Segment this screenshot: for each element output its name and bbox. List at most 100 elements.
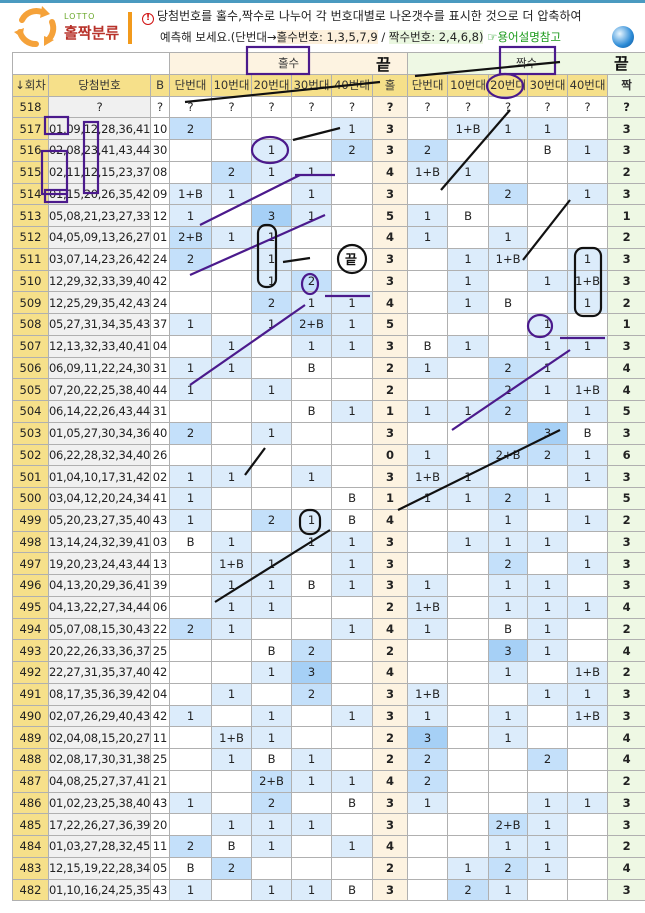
round-cell: 490 <box>12 704 49 728</box>
odd-count-cell: 1 <box>169 313 213 336</box>
even-count-cell <box>488 465 529 488</box>
odd-count-cell: 1 <box>251 552 293 575</box>
winning-numbers-cell: 01,05,27,30,34,36 <box>48 421 151 445</box>
globe-icon[interactable] <box>612 26 634 48</box>
even-count-cell <box>407 182 449 206</box>
column-header: 10번대 <box>211 73 253 97</box>
even-count-cell <box>527 204 569 227</box>
even-count-cell <box>447 508 490 532</box>
odd-count-cell <box>211 639 253 662</box>
even-count-cell: B <box>488 291 529 314</box>
even-count-cell <box>527 661 569 684</box>
winning-numbers-cell: 19,20,23,24,43,44 <box>48 552 151 575</box>
odd-count-cell <box>211 487 253 510</box>
even-count-cell: 2 <box>488 400 529 423</box>
odd-total-cell: 3 <box>372 574 409 597</box>
odd-count-cell: 1 <box>291 204 333 227</box>
odd-count-cell: 1 <box>211 356 253 380</box>
odd-total-cell: 1 <box>372 400 409 423</box>
odd-count-cell: 3 <box>291 661 333 684</box>
column-header: B <box>149 73 171 97</box>
group-odd-header: 홀수 <box>169 52 409 75</box>
even-count-cell <box>447 769 490 793</box>
round-cell: 508 <box>12 313 49 336</box>
bonus-cell: 01 <box>149 226 171 249</box>
odd-total-cell: 3 <box>372 791 409 815</box>
odd-count-cell <box>211 204 253 227</box>
odd-total-cell: 2 <box>372 356 409 380</box>
winning-numbers-cell: 05,27,31,34,35,43 <box>48 313 151 336</box>
even-count-cell <box>447 356 490 380</box>
even-count-cell: 1 <box>527 682 569 706</box>
even-count-cell <box>527 704 569 728</box>
bonus-cell: 25 <box>149 748 171 771</box>
even-count-cell <box>527 400 569 423</box>
even-count-cell <box>407 552 449 575</box>
even-count-cell <box>567 769 609 793</box>
odd-count-cell: 2 <box>169 117 213 140</box>
even-count-cell: 3 <box>488 639 529 662</box>
even-count-cell <box>407 856 449 880</box>
winning-numbers-cell: 01,03,27,28,32,45 <box>48 835 151 858</box>
bonus-cell: 24 <box>149 247 171 271</box>
even-count-cell: B <box>527 139 569 162</box>
even-count-cell <box>407 878 449 902</box>
odd-count-cell: 1 <box>251 421 293 445</box>
odd-count-cell <box>331 465 374 488</box>
even-count-cell <box>447 639 490 662</box>
even-count-cell: 1 <box>447 334 490 358</box>
odd-count-cell <box>331 421 374 445</box>
top-accent-bar <box>0 0 645 3</box>
odd-count-cell: 1 <box>331 835 374 858</box>
even-count-cell: 2 <box>488 378 529 401</box>
odd-total-cell: 2 <box>372 856 409 880</box>
even-count-cell <box>447 791 490 815</box>
even-count-cell: 1 <box>447 465 490 488</box>
even-count-cell <box>567 226 609 249</box>
odd-count-cell: 1 <box>331 313 374 336</box>
odd-count-cell: B <box>251 639 293 662</box>
bonus-cell: 04 <box>149 334 171 358</box>
even-total-cell: 3 <box>607 791 645 815</box>
even-count-cell <box>407 247 449 271</box>
even-count-cell <box>407 313 449 336</box>
bonus-cell: 08 <box>149 160 171 184</box>
odd-total-cell: 4 <box>372 160 409 184</box>
odd-count-cell: 2 <box>211 856 253 880</box>
table-row: 483 12,15,19,22,28,34 05 B 2 2 1 2 1 4 <box>12 856 645 880</box>
odd-count-cell: 1 <box>291 878 333 902</box>
even-total-cell: 2 <box>607 835 645 858</box>
even-count-cell: 2 <box>488 856 529 880</box>
odd-count-cell: 1 <box>251 878 293 902</box>
odd-count-cell: 2 <box>251 291 293 314</box>
odd-total-cell: 3 <box>372 117 409 140</box>
column-header[interactable]: ↓회차 <box>12 73 49 97</box>
odd-count-cell <box>331 356 374 380</box>
even-count-cell <box>447 595 490 619</box>
even-count-cell: 1 <box>567 334 609 358</box>
odd-count-cell <box>169 726 213 749</box>
help-link[interactable]: ☞용어설명참고 <box>487 30 561 44</box>
odd-total-cell: 3 <box>372 530 409 554</box>
even-total-cell: 3 <box>607 465 645 488</box>
even-count-cell: 1 <box>567 508 609 532</box>
logo-title: 홀짝분류 <box>64 24 120 42</box>
odd-count-cell: 1 <box>211 617 253 641</box>
bonus-cell: 43 <box>149 508 171 532</box>
round-cell: 501 <box>12 465 49 488</box>
odd-count-cell: 2 <box>251 791 293 815</box>
odd-count-cell <box>291 421 333 445</box>
even-total-cell: 4 <box>607 595 645 619</box>
even-count-cell: 1 <box>488 530 529 554</box>
even-count-cell <box>567 813 609 836</box>
even-count-cell: 1 <box>527 791 569 815</box>
odd-count-cell: 1 <box>211 682 253 706</box>
bonus-cell: ? <box>149 95 171 119</box>
even-count-cell: 1 <box>447 247 490 271</box>
odd-count-cell: 1 <box>169 508 213 532</box>
even-count-cell <box>488 160 529 184</box>
even-count-cell <box>567 856 609 880</box>
even-count-cell: 1 <box>527 530 569 554</box>
even-count-cell <box>527 291 569 314</box>
even-count-cell: 1 <box>488 835 529 858</box>
